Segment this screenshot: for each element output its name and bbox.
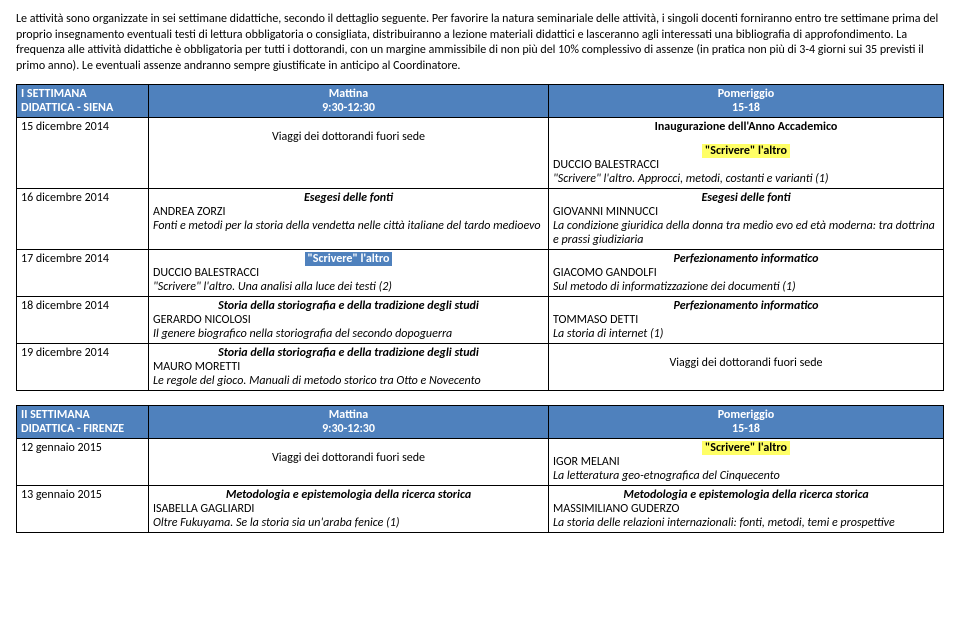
morn-cell: Storia della storiografia e della tradiz…: [149, 297, 549, 344]
subtitle: Oltre Fukuyama. Se la storia sia un'arab…: [153, 516, 544, 530]
session-title: Esegesi delle fonti: [553, 191, 939, 205]
table-row: 15 dicembre 2014 Viaggi dei dottorandi f…: [17, 118, 944, 189]
subtitle: La condizione giuridica della donna tra …: [553, 219, 939, 247]
morn-cell: Metodologia e epistemologia della ricerc…: [149, 486, 549, 533]
subtitle: Il genere biografico nella storiografia …: [153, 327, 544, 341]
morn-cell: Viaggi dei dottorandi fuori sede: [149, 118, 549, 189]
morn-cell: Viaggi dei dottorandi fuori sede: [149, 439, 549, 486]
table-row: 17 dicembre 2014 "Scrivere" l'altro DUCC…: [17, 250, 944, 297]
hdr-pom-time: 15-18: [553, 422, 939, 436]
travel-note: Viaggi dei dottorandi fuori sede: [153, 441, 544, 465]
highlight-yellow: "Scrivere" l'altro: [702, 441, 790, 455]
speaker: TOMMASO DETTI: [553, 313, 939, 327]
table-row: 12 gennaio 2015 Viaggi dei dottorandi fu…: [17, 439, 944, 486]
morn-cell: "Scrivere" l'altro DUCCIO BALESTRACCI "S…: [149, 250, 549, 297]
date-cell: 13 gennaio 2015: [17, 486, 149, 533]
speaker: ISABELLA GAGLIARDI: [153, 502, 544, 516]
hdr-pom: Pomeriggio: [553, 408, 939, 422]
hdr-sub: DIDATTICA - FIRENZE: [21, 422, 144, 436]
date-cell: 19 dicembre 2014: [17, 344, 149, 391]
session-title: Storia della storiografia e della tradiz…: [153, 346, 544, 360]
subtitle: "Scrivere" l'altro. Approcci, metodi, co…: [553, 172, 939, 186]
hdr-morn-time: 9:30-12:30: [153, 422, 544, 436]
hdr-pom-time: 15-18: [553, 101, 939, 115]
travel-note: Viaggi dei dottorandi fuori sede: [553, 346, 939, 370]
pom-cell: Esegesi delle fonti GIOVANNI MINNUCCI La…: [549, 189, 944, 250]
subtitle: La letteratura geo-etnografica del Cinqu…: [553, 469, 939, 483]
session-title: Metodologia e epistemologia della ricerc…: [153, 488, 544, 502]
pom-cell: "Scrivere" l'altro IGOR MELANI La letter…: [549, 439, 944, 486]
hdr-title: I SETTIMANA: [21, 87, 144, 101]
session-title: Perfezionamento informatico: [553, 252, 939, 266]
highlight-blue: "Scrivere" l'altro: [305, 252, 393, 266]
subtitle: Le regole del gioco. Manuali di metodo s…: [153, 374, 544, 388]
session-title: Inaugurazione dell'Anno Accademico: [553, 120, 939, 134]
pom-cell: Perfezionamento informatico GIACOMO GAND…: [549, 250, 944, 297]
table-row: 16 dicembre 2014 Esegesi delle fonti AND…: [17, 189, 944, 250]
hdr-morn: Mattina: [153, 87, 544, 101]
subtitle: "Scrivere" l'altro. Una analisi alla luc…: [153, 280, 544, 294]
date-cell: 16 dicembre 2014: [17, 189, 149, 250]
date-cell: 17 dicembre 2014: [17, 250, 149, 297]
pom-cell: Perfezionamento informatico TOMMASO DETT…: [549, 297, 944, 344]
hdr-morn-time: 9:30-12:30: [153, 101, 544, 115]
hdr-sub: DIDATTICA - SIENA: [21, 101, 144, 115]
speaker: GERARDO NICOLOSI: [153, 313, 544, 327]
intro-p1: Le attività sono organizzate in sei sett…: [16, 12, 429, 26]
week2-header: II SETTIMANA DIDATTICA - FIRENZE Mattina…: [17, 406, 944, 439]
session-title: Metodologia e epistemologia della ricerc…: [553, 488, 939, 502]
subtitle: Fonti e metodi per la storia della vende…: [153, 219, 544, 233]
table-row: 19 dicembre 2014 Storia della storiograf…: [17, 344, 944, 391]
week2-table: II SETTIMANA DIDATTICA - FIRENZE Mattina…: [16, 405, 944, 533]
subtitle: La storia delle relazioni internazionali…: [553, 516, 939, 530]
speaker: GIOVANNI MINNUCCI: [553, 205, 939, 219]
session-title: Storia della storiografia e della tradiz…: [153, 299, 544, 313]
pom-cell: Metodologia e epistemologia della ricerc…: [549, 486, 944, 533]
highlight-yellow: "Scrivere" l'altro: [702, 144, 790, 158]
speaker: DUCCIO BALESTRACCI: [553, 158, 939, 172]
table-row: 13 gennaio 2015 Metodologia e epistemolo…: [17, 486, 944, 533]
hdr-morn: Mattina: [153, 408, 544, 422]
speaker: DUCCIO BALESTRACCI: [153, 266, 544, 280]
date-cell: 15 dicembre 2014: [17, 118, 149, 189]
subtitle: Sul metodo di informatizzazione dei docu…: [553, 280, 939, 294]
speaker: ANDREA ZORZI: [153, 205, 544, 219]
week1-header: I SETTIMANA DIDATTICA - SIENA Mattina 9:…: [17, 85, 944, 118]
session-title: Perfezionamento informatico: [553, 299, 939, 313]
subtitle: La storia di internet (1): [553, 327, 939, 341]
morn-cell: Storia della storiografia e della tradiz…: [149, 344, 549, 391]
speaker: IGOR MELANI: [553, 455, 939, 469]
morn-cell: Esegesi delle fonti ANDREA ZORZI Fonti e…: [149, 189, 549, 250]
pom-cell: Inaugurazione dell'Anno Accademico "Scri…: [549, 118, 944, 189]
speaker: MASSIMILIANO GUDERZO: [553, 502, 939, 516]
speaker: GIACOMO GANDOLFI: [553, 266, 939, 280]
hdr-pom: Pomeriggio: [553, 87, 939, 101]
date-cell: 12 gennaio 2015: [17, 439, 149, 486]
week1-table: I SETTIMANA DIDATTICA - SIENA Mattina 9:…: [16, 84, 944, 391]
travel-note: Viaggi dei dottorandi fuori sede: [153, 120, 544, 144]
pom-cell: Viaggi dei dottorandi fuori sede: [549, 344, 944, 391]
table-row: 18 dicembre 2014 Storia della storiograf…: [17, 297, 944, 344]
hdr-title: II SETTIMANA: [21, 408, 144, 422]
speaker: MAURO MORETTI: [153, 360, 544, 374]
date-cell: 18 dicembre 2014: [17, 297, 149, 344]
session-title: Esegesi delle fonti: [153, 191, 544, 205]
intro-text: Le attività sono organizzate in sei sett…: [16, 12, 944, 74]
